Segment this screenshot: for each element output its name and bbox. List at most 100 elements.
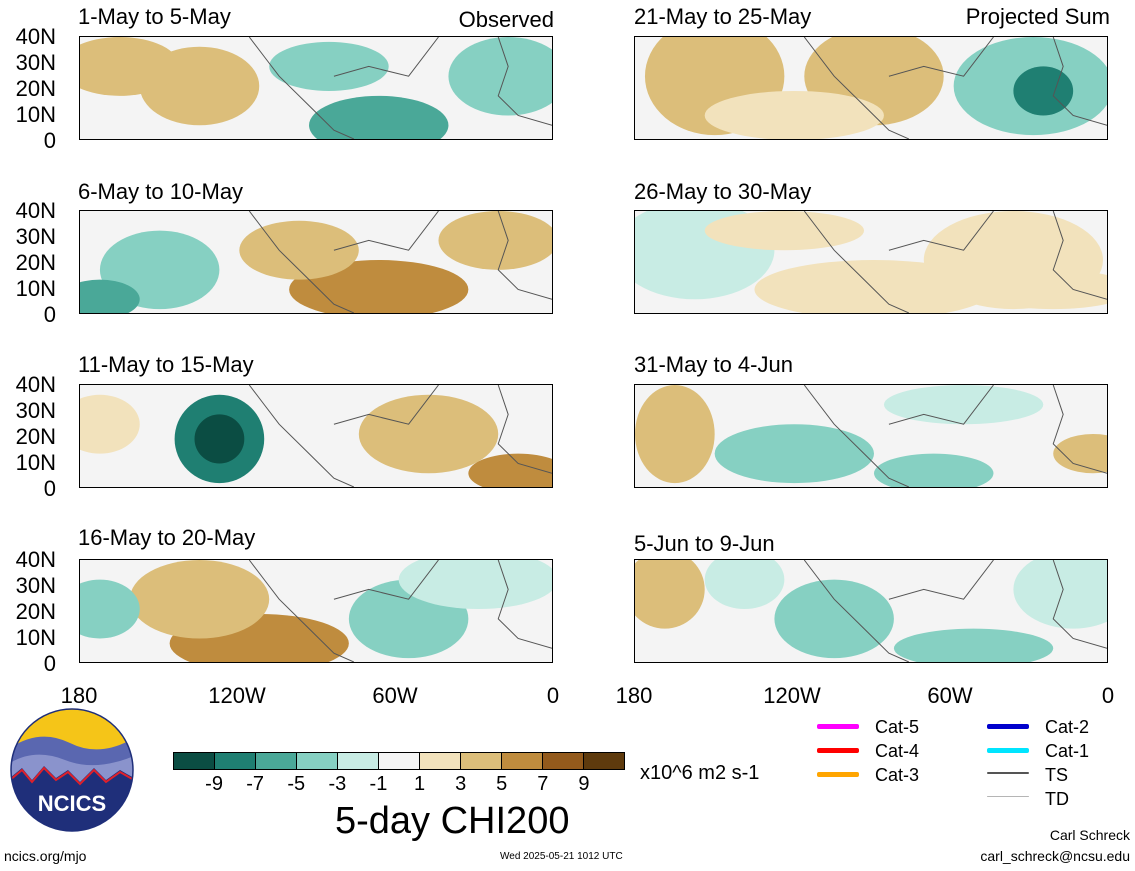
coastline [248,211,552,313]
figure-title: 5-day CHI200 [335,800,570,842]
y-tick-label: 30N [15,224,56,249]
legend-label: Cat-4 [875,741,920,761]
anomaly-map [634,36,1108,140]
colorbar-swatch [338,753,379,769]
anomaly-contour [883,385,1044,425]
colorbar-tick-label: 9 [578,773,590,795]
footer-email: carl_schreck@ncsu.edu [980,848,1130,864]
coastline [803,37,1107,139]
anomaly-contour [704,90,884,139]
y-tick-label: 30N [15,573,56,598]
y-tick-label: 10N [15,102,56,127]
legend-label: TS [1045,765,1069,785]
anomaly-contour [714,424,874,484]
panel-title: 6-May to 10-May [78,179,244,204]
y-tick-label: 20N [15,424,56,449]
legend-label: Cat-5 [875,717,920,737]
x-tick-label: 180 [60,683,98,708]
legend-line [817,748,859,753]
anomaly-contour [239,220,359,280]
y-tick-label: 0 [43,128,56,153]
legend-label: TD [1045,789,1069,809]
panel-title: 5-Jun to 9-Jun [634,531,775,556]
legend-line [987,724,1029,729]
colorbar-tick-label: -5 [287,773,306,795]
colorbar-units: x10^6 m2 s-1 [640,762,760,784]
panel-title: 1-May to 5-May [78,4,231,29]
legend-line [817,772,859,777]
anomaly-map [79,559,553,663]
colorbar-tick-label: -3 [328,773,347,795]
logo-text: NCICS [38,791,106,816]
footer-author: Carl Schreck [1049,827,1130,843]
anomaly-contour [358,394,499,474]
colorbar-tick-label: 5 [496,773,508,795]
colorbar-tick-label: 7 [537,773,549,795]
y-tick-label: 0 [43,302,56,327]
legend-line [987,772,1029,774]
legend-line [817,724,859,729]
colorbar-swatch [461,753,502,769]
panel-title: 26-May to 30-May [634,179,812,204]
anomaly-contour [448,37,552,116]
y-tick-label: 0 [43,476,56,501]
legend-label: Cat-3 [875,765,920,785]
anomaly-contour [80,394,140,454]
coastline [248,385,552,487]
legend-label: Cat-2 [1045,717,1090,737]
x-tick-label: 0 [546,683,560,708]
colorbar-tick-label: -9 [205,773,223,795]
x-tick-label: 180 [615,683,653,708]
anomaly-contour [704,560,785,610]
coastline [248,560,552,662]
anomaly-contour [1013,560,1107,629]
coastline [803,385,1107,487]
colorbar-swatch [420,753,461,769]
anomaly-contour [269,41,389,91]
panel-tag: Projected Sum [965,4,1110,29]
y-tick-label: 20N [15,250,56,275]
anomaly-contour [438,211,552,270]
legend-line [987,748,1029,753]
footer-url: ncics.org/mjo [4,848,87,864]
y-tick-label: 40N [15,24,56,49]
colorbar-swatch [297,753,338,769]
anomaly-contour [635,385,715,484]
anomaly-contour [80,279,140,313]
anomaly-contour [468,453,552,487]
anomaly-contour [194,414,245,464]
y-tick-label: 40N [15,547,56,572]
panel-title: 31-May to 4-Jun [634,352,793,377]
anomaly-contour [398,560,552,610]
anomaly-map [79,210,553,314]
colorbar-swatch [379,753,420,769]
colorbar-tick-label: -1 [369,773,388,795]
colorbar-swatch [215,753,256,769]
y-tick-label: 30N [15,398,56,423]
colorbar-tick-label: -7 [246,773,265,795]
y-tick-label: 10N [15,276,56,301]
anomaly-contour [973,269,1107,310]
panel-title: 21-May to 25-May [634,4,812,29]
anomaly-map [634,559,1108,663]
colorbar-tick-label: 3 [455,773,467,795]
coastline [803,211,1107,313]
colorbar-swatch [256,753,297,769]
colorbar-swatch [502,753,543,769]
legend-label: Cat-1 [1045,741,1090,761]
y-tick-label: 10N [15,625,56,650]
panel-tag: Observed [458,7,554,32]
colorbar-swatch [584,753,624,769]
anomaly-map [79,384,553,488]
x-tick-label: 120W [763,683,821,708]
colorbar-swatch [543,753,584,769]
y-tick-label: 20N [15,599,56,624]
anomaly-contour [704,211,865,251]
colorbar-tick-label: 1 [413,773,426,795]
y-tick-label: 30N [15,50,56,75]
anomaly-map [79,36,553,140]
y-tick-label: 10N [15,450,56,475]
coastline [803,560,1107,662]
colorbar-swatch [174,753,215,769]
panel-title: 11-May to 15-May [78,352,254,377]
